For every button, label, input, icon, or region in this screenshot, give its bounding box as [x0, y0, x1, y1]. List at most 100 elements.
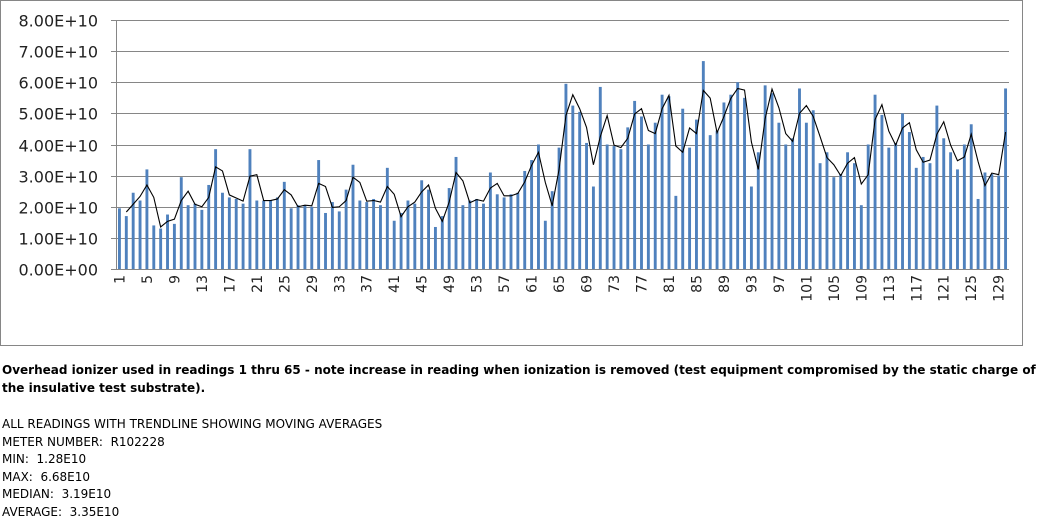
bar	[729, 94, 733, 269]
bar	[523, 170, 527, 269]
bar	[124, 216, 128, 269]
stat-median: MEDIAN: 3.19E10	[2, 487, 112, 501]
bar	[674, 195, 678, 269]
x-tick-label: 25	[277, 275, 293, 293]
bar	[646, 144, 650, 269]
x-tick-labels: 1 5 9 13 17 21 25 29 33 37 41 45 49 53 57 61 65 69 73 77 81 8…	[112, 275, 1007, 302]
bar	[262, 200, 266, 269]
bars	[117, 61, 1008, 270]
bar	[832, 177, 836, 269]
bar	[351, 164, 355, 269]
ionizer-note: Overhead ionizer used in readings 1 thru…	[2, 363, 1036, 395]
notes-section: Overhead ionizer used in readings 1 thru…	[2, 362, 1036, 521]
bar	[179, 177, 183, 269]
bar	[667, 96, 671, 269]
bar	[324, 212, 327, 269]
x-tick-label: 109	[854, 275, 870, 302]
bar	[619, 149, 623, 269]
y-tick-label: 4.00E+10	[19, 137, 99, 156]
bar	[227, 197, 231, 269]
x-tick-label: 105	[827, 275, 843, 302]
x-tick-label: 29	[305, 275, 321, 293]
x-tick-label: 81	[662, 275, 678, 293]
x-tick-label: 13	[195, 275, 211, 293]
trendline-layer	[125, 87, 1007, 228]
bar	[859, 205, 863, 269]
bar	[962, 144, 966, 269]
x-tick-label: 37	[360, 275, 376, 293]
bar	[901, 113, 904, 270]
bar	[550, 191, 554, 269]
bar	[557, 147, 561, 269]
bar	[928, 163, 932, 269]
bar	[275, 197, 279, 269]
bar	[221, 192, 224, 269]
x-tick-label: 97	[772, 275, 788, 293]
x-tick-label: 41	[387, 275, 403, 293]
bar	[990, 174, 994, 269]
x-tick-label: 49	[442, 275, 458, 293]
bar	[186, 205, 190, 269]
bar	[791, 138, 795, 269]
bar	[296, 205, 300, 269]
bar	[172, 223, 176, 269]
x-tick-label: 69	[580, 275, 596, 293]
bar	[159, 228, 163, 269]
bar	[798, 88, 801, 269]
y-tick-label: 7.00E+10	[19, 43, 99, 62]
bar	[433, 226, 437, 269]
bar	[337, 211, 341, 269]
bar	[516, 192, 520, 269]
bar	[825, 152, 829, 269]
bar	[921, 156, 925, 269]
bar	[770, 93, 774, 269]
bar	[117, 208, 121, 269]
bar	[605, 144, 609, 269]
x-tick-label: 117	[909, 275, 925, 302]
x-tick-label: 65	[552, 275, 568, 293]
bar	[688, 147, 692, 269]
bar	[543, 220, 547, 269]
bar	[695, 119, 698, 269]
x-tick-label: 1	[112, 275, 128, 284]
chart-border	[0, 0, 1023, 346]
bar	[880, 114, 884, 270]
bar	[248, 149, 252, 269]
y-tick-label: 3.00E+10	[19, 168, 99, 187]
bar	[653, 122, 657, 270]
bar	[591, 186, 595, 269]
x-tick-label: 17	[222, 275, 238, 293]
bar	[399, 212, 403, 269]
bar	[756, 152, 760, 269]
bar	[502, 197, 506, 269]
x-tick-label: 5	[140, 275, 156, 284]
bar	[777, 122, 781, 270]
bar	[358, 200, 362, 269]
bar	[846, 152, 850, 269]
bar	[811, 110, 815, 269]
bar	[427, 189, 430, 269]
bar	[914, 167, 918, 269]
axes	[111, 20, 1009, 270]
bar	[804, 122, 808, 270]
x-tick-label: 121	[937, 275, 953, 302]
bar	[983, 172, 987, 269]
bar	[976, 198, 980, 269]
y-tick-label: 5.00E+10	[19, 105, 99, 124]
bar	[942, 138, 946, 269]
meter-number: METER NUMBER: R102228	[2, 434, 165, 449]
x-tick-label: 61	[525, 275, 541, 293]
x-tick-label: 53	[470, 275, 486, 293]
y-tick-label: 0.00E+00	[19, 261, 99, 280]
x-tick-label: 33	[332, 275, 348, 293]
stat-min: MIN: 1.28E10	[2, 452, 87, 466]
spacer	[2, 397, 1036, 416]
x-tick-label: 101	[799, 275, 815, 302]
bar	[956, 169, 959, 269]
bar	[784, 144, 788, 269]
bar	[282, 181, 286, 269]
x-tick-label: 93	[744, 275, 760, 293]
bar	[365, 202, 369, 269]
bar	[488, 172, 492, 269]
bar	[207, 184, 211, 269]
